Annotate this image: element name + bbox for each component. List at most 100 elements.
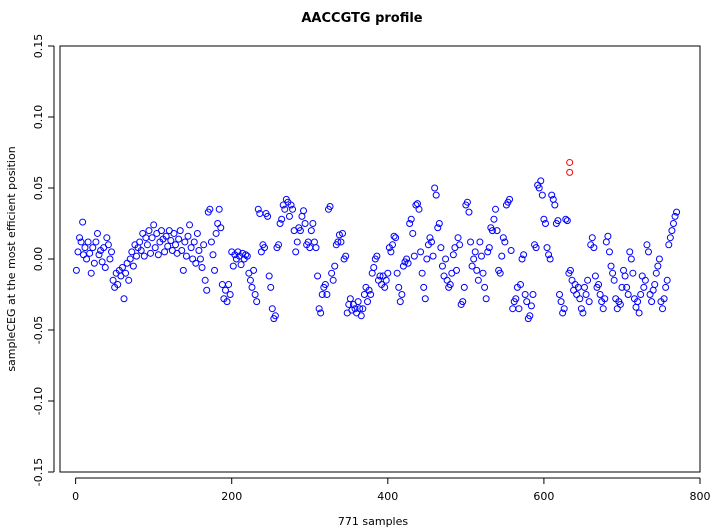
data-point [535, 184, 543, 192]
data-point [209, 251, 217, 259]
data-point [315, 305, 323, 313]
data-point [253, 298, 261, 306]
data-point [136, 238, 144, 246]
data-point [339, 229, 347, 237]
data-point [370, 264, 378, 272]
data-point [267, 283, 275, 291]
data-point [585, 298, 593, 306]
data-point [418, 269, 426, 277]
data-point [195, 246, 203, 254]
data-point [591, 272, 599, 280]
data-point [507, 246, 515, 254]
data-point [413, 200, 421, 208]
data-point [440, 272, 448, 280]
data-point [463, 198, 471, 206]
data-point [179, 266, 187, 274]
data-point [420, 283, 428, 291]
data-point [655, 255, 663, 263]
data-point [154, 251, 162, 259]
highlight-point [566, 158, 574, 166]
data-point [496, 269, 504, 277]
data-point [142, 234, 150, 242]
x-tick-label: 600 [533, 490, 554, 503]
data-point [590, 244, 598, 252]
data-point [604, 232, 612, 240]
data-point [312, 244, 320, 252]
data-point [556, 291, 564, 298]
data-point [77, 238, 85, 246]
data-point [351, 305, 359, 313]
data-point [663, 276, 671, 284]
data-point [493, 227, 501, 235]
data-point [307, 227, 315, 235]
data-point [106, 255, 114, 263]
data-point [207, 238, 215, 246]
data-point [318, 291, 326, 298]
data-point [490, 215, 498, 223]
data-point [293, 238, 301, 246]
data-point [357, 312, 365, 320]
data-point [143, 241, 151, 249]
data-point [443, 276, 451, 284]
data-point [243, 252, 251, 260]
data-point [309, 220, 317, 227]
data-point [537, 177, 545, 185]
data-point [104, 241, 112, 249]
data-point [459, 298, 467, 306]
data-point [384, 269, 392, 277]
data-point [356, 305, 364, 313]
x-tick-label: 400 [377, 490, 398, 503]
data-point [161, 248, 169, 256]
data-point [367, 291, 375, 298]
data-point [328, 269, 336, 277]
data-point [250, 266, 258, 274]
data-point [609, 269, 617, 277]
data-point [164, 242, 172, 250]
data-point [509, 305, 517, 313]
data-point [276, 220, 284, 227]
data-point [429, 252, 437, 260]
data-point [382, 276, 390, 284]
data-point [321, 281, 329, 289]
data-point [229, 262, 237, 270]
data-point [176, 227, 184, 235]
data-point [103, 234, 111, 242]
data-point [242, 251, 250, 259]
data-point [148, 234, 156, 242]
data-point [298, 212, 306, 220]
data-point [376, 272, 384, 280]
data-point [289, 205, 297, 213]
data-point [596, 291, 604, 298]
data-point [673, 208, 681, 216]
data-point [393, 269, 401, 277]
data-point [398, 291, 406, 298]
data-point [98, 258, 106, 266]
data-point [254, 205, 262, 213]
data-point [300, 207, 308, 215]
data-point [301, 220, 309, 227]
y-tick-label: 0.15 [32, 34, 45, 59]
chart-title: AACCGTG profile [301, 11, 422, 26]
data-point [659, 305, 667, 313]
data-point [632, 303, 640, 311]
data-point [139, 229, 147, 237]
data-point [634, 298, 642, 306]
data-point [187, 244, 195, 252]
data-point [456, 241, 464, 249]
data-point [373, 252, 381, 260]
data-point [643, 241, 651, 249]
data-point [582, 291, 590, 298]
data-point [629, 269, 637, 277]
data-point [281, 205, 289, 213]
data-point [265, 272, 273, 280]
x-tick-label: 0 [72, 490, 79, 503]
data-point [610, 276, 618, 284]
data-point [189, 255, 197, 263]
data-point [226, 291, 234, 298]
data-point [260, 244, 268, 252]
data-point [198, 264, 206, 272]
data-point [479, 269, 487, 277]
data-point [620, 266, 628, 274]
data-point [387, 248, 395, 256]
data-point [560, 305, 568, 313]
